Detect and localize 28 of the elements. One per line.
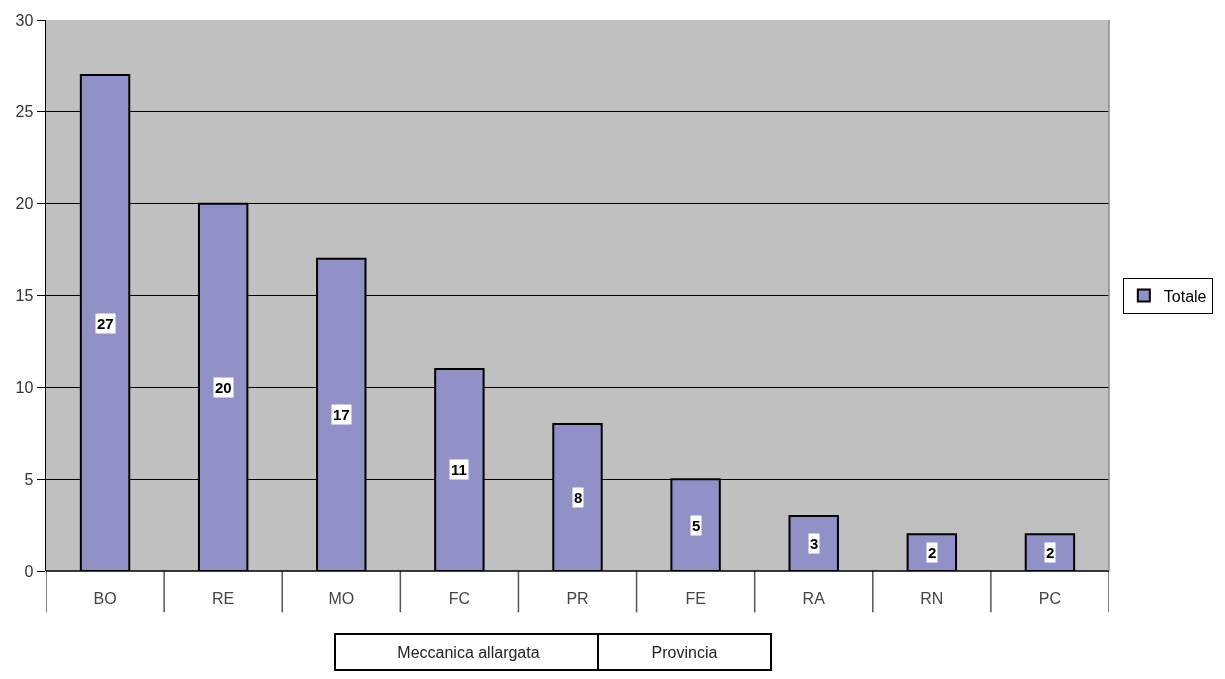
y-tick-label: 0 xyxy=(24,562,34,580)
x-tick-label: BO xyxy=(93,590,117,607)
data-label: 17 xyxy=(333,406,350,423)
x-tick-label: FC xyxy=(448,590,471,607)
x-tick-label: PC xyxy=(1038,590,1062,607)
data-label: 2 xyxy=(928,544,937,561)
x-tick-label: MO xyxy=(328,590,355,607)
data-label: 8 xyxy=(574,489,583,506)
data-label: 2 xyxy=(1046,544,1055,561)
x-tick-label: RA xyxy=(802,590,826,607)
text: Provincia xyxy=(651,643,718,661)
text: Meccanica allargata xyxy=(397,643,540,661)
y-tick-label: 25 xyxy=(15,103,34,121)
data-label: 27 xyxy=(97,315,114,332)
y-tick-label: 10 xyxy=(15,378,34,396)
x-tick-label: RE xyxy=(212,590,235,607)
x-tick-label: RN xyxy=(920,590,944,607)
x-tick-label: FE xyxy=(685,590,706,607)
data-label: 5 xyxy=(692,517,701,534)
data-label: 11 xyxy=(451,461,467,478)
y-tick-label: 30 xyxy=(15,11,34,29)
y-tick-label: 20 xyxy=(15,195,34,213)
data-label: 20 xyxy=(215,379,232,396)
data-label: 3 xyxy=(810,535,819,552)
legend-label: Totale xyxy=(1163,287,1207,305)
y-tick-label: 15 xyxy=(15,287,34,305)
y-tick-label: 5 xyxy=(24,470,34,488)
x-tick-label: PR xyxy=(566,590,589,607)
